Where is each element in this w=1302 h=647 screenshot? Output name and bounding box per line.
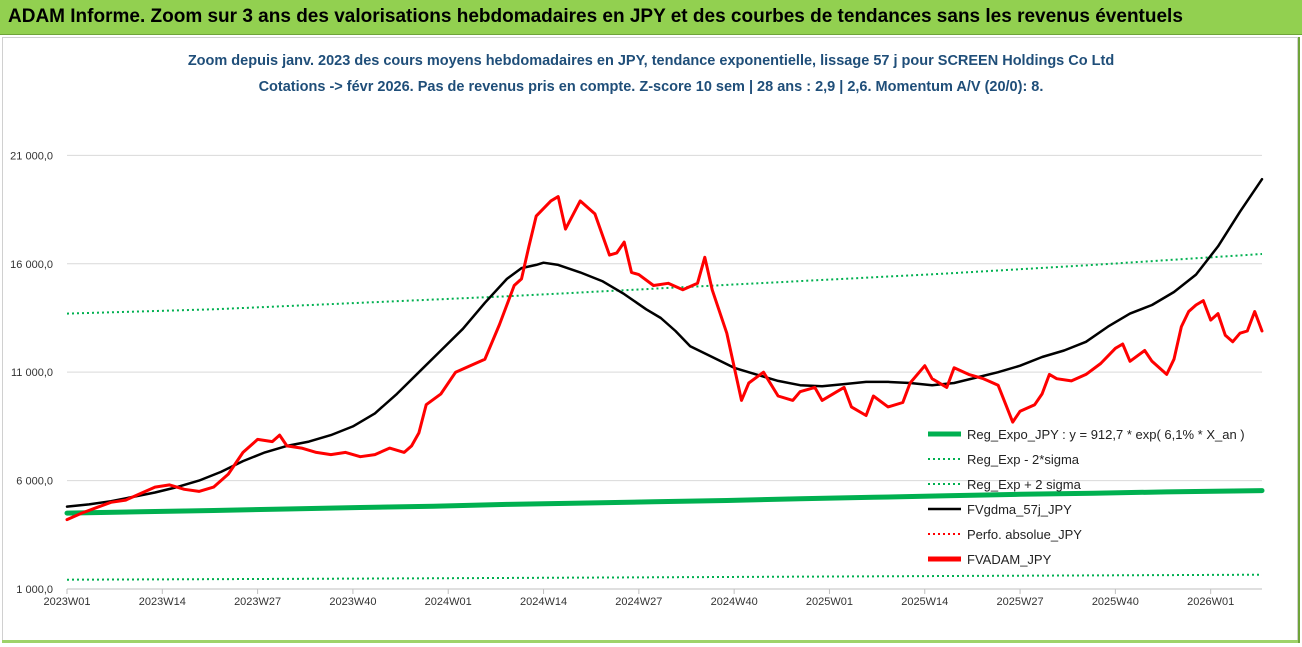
legend-box [922, 420, 1257, 574]
x-tick-label: 2023W40 [329, 596, 376, 608]
x-tick-label: 2023W14 [139, 596, 186, 608]
x-tick-label: 2024W01 [425, 596, 472, 608]
chart-title-line-2: Cotations -> févr 2026. Pas de revenus p… [258, 79, 1044, 95]
y-tick-label: 1 000,0 [16, 584, 53, 596]
x-tick-label: 2024W14 [520, 596, 567, 608]
legend-label: FVgdma_57j_JPY [967, 502, 1072, 517]
x-tick-label: 2025W40 [1092, 596, 1139, 608]
x-tick-label: 2025W14 [901, 596, 948, 608]
banner-title: ADAM Informe. Zoom sur 3 ans des valoris… [8, 6, 1183, 27]
x-tick-label: 2025W01 [806, 596, 853, 608]
legend-label: Perfo. absolue_JPY [967, 527, 1082, 542]
legend: Reg_Expo_JPY : y = 912,7 * exp( 6,1% * X… [922, 420, 1257, 574]
series-fvgdma-57j-jpy [65, 177, 1264, 508]
chart-title-line-1: Zoom depuis janv. 2023 des cours moyens … [187, 53, 1115, 69]
y-tick-label: 11 000,0 [11, 367, 53, 379]
frame-bottom-border [2, 640, 1298, 643]
series-reg-expo-jpy-y-912-7-exp-6-1-x-an [64, 488, 1265, 516]
y-tick-label: 21 000,0 [10, 150, 53, 162]
frame-right-border [1298, 37, 1300, 643]
series-reg-exp-2-sigma [66, 253, 1263, 315]
legend-label: FVADAM_JPY [967, 552, 1052, 567]
x-axis: 2023W01 2023W14 2023W27 2023W40 2024W01 2024W… [43, 588, 1262, 608]
x-tick-label: 2023W01 [43, 596, 90, 608]
series-reg-exp-2-sigma [66, 573, 1263, 581]
x-tick-label: 2024W27 [615, 596, 662, 608]
y-tick-label: 6 000,0 [16, 476, 53, 488]
series-fvadam-jpy [65, 195, 1264, 522]
legend-label: Reg_Expo_JPY : y = 912,7 * exp( 6,1% * X… [967, 427, 1245, 442]
legend-label: Reg_Exp + 2 sigma [967, 477, 1082, 492]
y-tick-label: 16 000,0 [10, 259, 53, 271]
x-tick-label: 2023W27 [234, 596, 281, 608]
data-series [64, 177, 1265, 581]
legend-label: Reg_Exp - 2*sigma [967, 452, 1080, 467]
title-banner: ADAM Informe. Zoom sur 3 ans des valoris… [0, 0, 1302, 35]
x-tick-label: 2025W27 [997, 596, 1044, 608]
y-axis: 1 000,0 6 000,0 11 000,0 16 000,0 21 000,0 [10, 150, 53, 596]
x-tick-label: 2026W01 [1187, 596, 1234, 608]
x-tick-label: 2024W40 [711, 596, 758, 608]
